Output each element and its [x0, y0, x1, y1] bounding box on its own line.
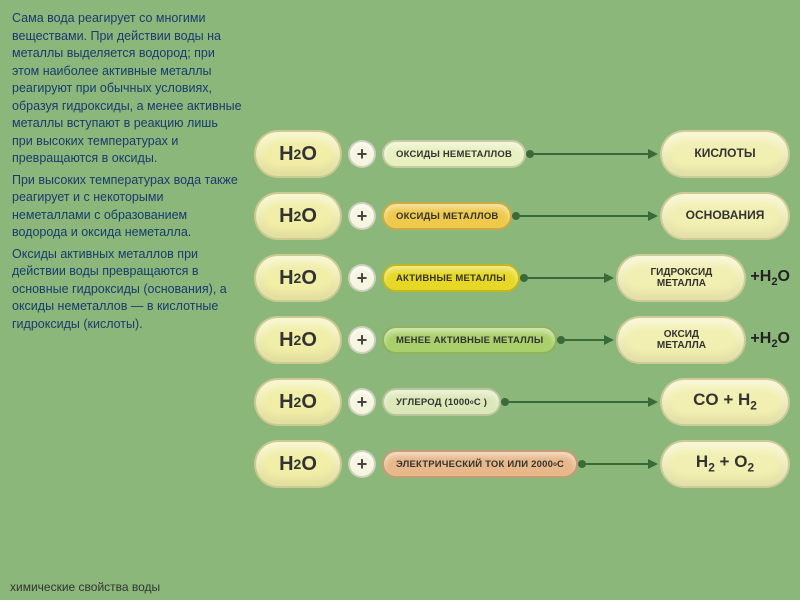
paragraph-2: При высоких температурах вода также реаг… [12, 172, 242, 242]
arrow-icon [529, 153, 656, 155]
reagent-pill: ОКСИДЫ МЕТАЛЛОВ [382, 202, 512, 230]
reaction-row: H2O+ЭЛЕКТРИЧЕСКИЙ ТОК ИЛИ 2000oС H2 + O2 [254, 440, 790, 488]
product-pill: ГИДРОКСИД МЕТАЛЛА [616, 254, 746, 302]
reagent-pill: УГЛЕРОД (1000oС ) [382, 388, 501, 416]
h2o-pill: H2O [254, 316, 342, 364]
h2o-pill: H2O [254, 378, 342, 426]
arrow-icon [504, 401, 656, 403]
arrow-icon [523, 277, 613, 279]
plus-icon: + [348, 326, 376, 354]
h2o-pill: H2O [254, 254, 342, 302]
plus-icon: + [348, 388, 376, 416]
product-pill: H2 + O2 [660, 440, 790, 488]
plus-icon: + [348, 264, 376, 292]
plus-icon: + [348, 202, 376, 230]
product-pill: ОКСИД МЕТАЛЛА [616, 316, 746, 364]
caption: химические свойства воды [10, 580, 160, 594]
extra-product: +H2O [750, 268, 790, 288]
arrow-icon [560, 339, 612, 341]
reagent-pill: ОКСИДЫ НЕМЕТАЛЛОВ [382, 140, 526, 168]
extra-product: +H2O [750, 330, 790, 350]
reagent-pill: ЭЛЕКТРИЧЕСКИЙ ТОК ИЛИ 2000oС [382, 450, 578, 478]
reaction-row: H2O+МЕНЕЕ АКТИВНЫЕ МЕТАЛЛЫ ОКСИД МЕТАЛЛА+… [254, 316, 790, 364]
plus-icon: + [348, 140, 376, 168]
reagent-pill: АКТИВНЫЕ МЕТАЛЛЫ [382, 264, 520, 292]
reagent-pill: МЕНЕЕ АКТИВНЫЕ МЕТАЛЛЫ [382, 326, 557, 354]
arrow-icon [515, 215, 656, 217]
reaction-row: H2O+ОКСИДЫ НЕМЕТАЛЛОВ КИСЛОТЫ [254, 130, 790, 178]
plus-icon: + [348, 450, 376, 478]
paragraph-1: Сама вода реагирует со многими веществам… [12, 10, 242, 168]
reaction-row: H2O+АКТИВНЫЕ МЕТАЛЛЫ ГИДРОКСИД МЕТАЛЛА+H2… [254, 254, 790, 302]
paragraph-3: Оксиды активных металлов при действии во… [12, 246, 242, 334]
reaction-row: H2O+УГЛЕРОД (1000oС ) CO + H2 [254, 378, 790, 426]
reaction-row: H2O+ОКСИДЫ МЕТАЛЛОВ ОСНОВАНИЯ [254, 192, 790, 240]
reactions-diagram: H2O+ОКСИДЫ НЕМЕТАЛЛОВКИСЛОТЫH2O+ОКСИДЫ М… [254, 130, 790, 502]
product-pill: ОСНОВАНИЯ [660, 192, 790, 240]
h2o-pill: H2O [254, 130, 342, 178]
product-pill: КИСЛОТЫ [660, 130, 790, 178]
h2o-pill: H2O [254, 440, 342, 488]
product-pill: CO + H2 [660, 378, 790, 426]
description-text: Сама вода реагирует со многими веществам… [12, 10, 242, 337]
arrow-icon [581, 463, 656, 465]
h2o-pill: H2O [254, 192, 342, 240]
